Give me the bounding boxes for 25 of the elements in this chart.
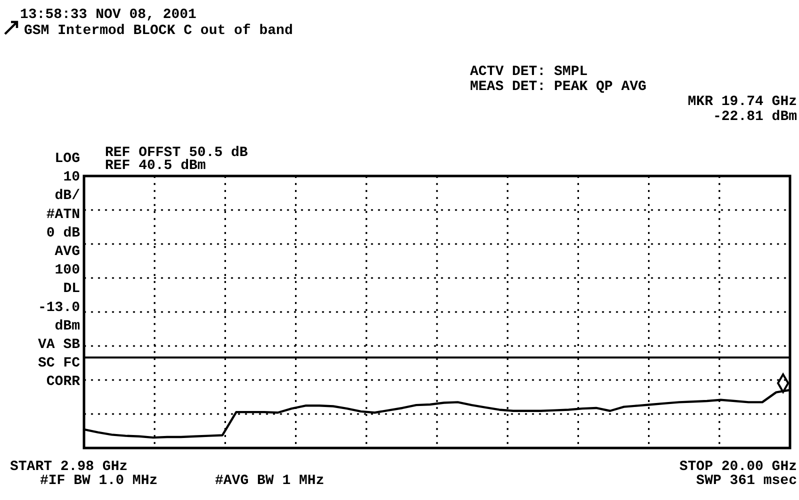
- text: SWP 361 msec: [696, 473, 797, 489]
- text: dB/: [54, 188, 80, 204]
- text: MEAS DET: PEAK QP AVG: [470, 79, 646, 95]
- text: -13.0: [38, 300, 80, 316]
- text: AVG: [54, 244, 80, 260]
- chart-subtitle: 13:58:33 NOV 08, 2001: [20, 7, 196, 23]
- text: VA SB: [38, 337, 81, 353]
- text: REF 40.5 dBm: [105, 158, 206, 174]
- text: 100: [54, 262, 80, 279]
- text: 10: [63, 170, 80, 186]
- chart-title: GSM Intermod BLOCK C out of band: [24, 23, 293, 39]
- text: #IF BW 1.0 MHz: [40, 473, 158, 489]
- text: #AVG BW 1 MHz: [215, 473, 324, 489]
- text: ACTV DET: SMPL: [470, 64, 588, 80]
- text: LOG: [54, 151, 80, 167]
- text: STOP 20.00 GHz: [679, 459, 797, 475]
- text: #ATN: [46, 206, 80, 223]
- text: 0 dB: [46, 225, 81, 242]
- text: START 2.98 GHz: [10, 459, 128, 475]
- text: -22.81 dBm: [712, 109, 797, 125]
- text: MKR 19.74 GHz: [688, 94, 797, 110]
- text: DL: [63, 281, 80, 298]
- text: CORR: [46, 374, 81, 390]
- text: dBm: [54, 318, 80, 334]
- text: SC FC: [38, 356, 81, 372]
